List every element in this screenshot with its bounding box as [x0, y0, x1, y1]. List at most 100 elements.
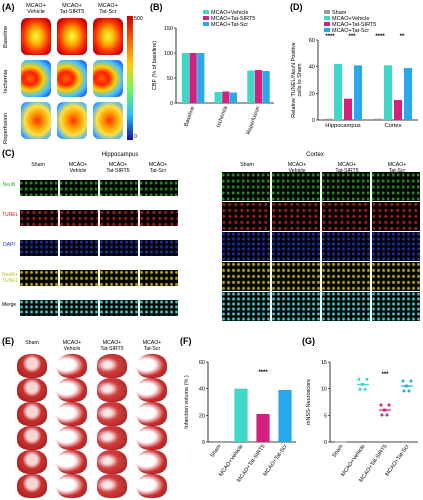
data-point [380, 413, 384, 417]
brain-slice [137, 474, 167, 498]
y-tick-label: 40 [199, 387, 205, 393]
brain-slice [17, 426, 47, 450]
brain-slice [97, 450, 127, 474]
bar [214, 92, 222, 103]
cortex-image [272, 292, 320, 321]
brain-slice [17, 354, 47, 378]
cortex-image [222, 172, 270, 201]
y-tick-label: 15 [321, 360, 327, 366]
hippocampus-image [60, 180, 98, 196]
hippocampus-image [100, 270, 138, 286]
cortex-image [372, 232, 420, 261]
y-axis-label: cells to Sham [297, 63, 303, 96]
legend-swatch [203, 10, 209, 14]
data-point [402, 389, 406, 393]
legend-entry: MCAO+Vehicle [332, 16, 369, 22]
y-tick-label: 10 [321, 387, 327, 393]
brain-slice [137, 450, 167, 474]
row-label-ischemia: Ischemia [3, 69, 9, 93]
bar [354, 65, 362, 120]
legend-entry: MCAO+Tat-SIRT5 [332, 22, 376, 28]
perfusion-image [21, 18, 51, 55]
col-label-e-1: MCAO+ Vehicle [62, 340, 82, 352]
legend-swatch [203, 22, 209, 26]
hippocampus-image [140, 270, 178, 286]
hippocampus-image [100, 240, 138, 256]
row-label-baseline: Baseline [3, 25, 9, 48]
x-tick-label: MCAO+Tat-Scr [384, 444, 410, 478]
y-axis-label: CBF (% of baseline) [152, 41, 158, 90]
hippocampus-image [100, 300, 138, 316]
col-label-a-0: MCAO+ Vehicle [26, 3, 46, 15]
x-tick-label: Sham [331, 443, 344, 459]
data-point [361, 382, 365, 386]
cortex-image [222, 202, 270, 231]
brain-slice [97, 474, 127, 498]
panel-c-label: (C) [2, 148, 15, 158]
col-label-e-0: Sham [25, 340, 39, 346]
brain-slice [57, 426, 87, 450]
cortex-image [272, 172, 320, 201]
panel-e-label: (E) [2, 336, 14, 346]
cortex-image [372, 172, 420, 201]
bar [222, 91, 230, 103]
cortex-image [272, 232, 320, 261]
hippocampus-image [100, 180, 138, 196]
colorbar [127, 16, 133, 140]
y-tick-label: 100 [164, 51, 173, 57]
y-tick-label: 0 [170, 101, 173, 107]
legend-swatch [203, 16, 209, 20]
bar [374, 118, 382, 120]
bar [344, 98, 352, 120]
hippocampus-image [20, 300, 58, 316]
panel-b-label: (B) [150, 2, 163, 12]
y-tick-label: 150 [164, 26, 173, 32]
legend-entry: MCAO+Tat-Scr [332, 28, 369, 34]
brain-slice [97, 378, 127, 402]
y-tick-label: 0 [324, 440, 327, 446]
brain-slice [17, 450, 47, 474]
brain-slice [97, 354, 127, 378]
brain-slice [57, 450, 87, 474]
y-tick-label: 0 [202, 440, 205, 446]
chart-d: 0 20 40 60 Relative TUNEL/NeuN Positive cells… [291, 10, 418, 129]
data-point [357, 377, 361, 381]
col-label-c-hippo-2: MCAO+ Tat-SIRT5 [106, 162, 130, 174]
panel-a-label: (A) [2, 2, 15, 12]
hippocampus-image [20, 180, 58, 196]
cortex-image [372, 292, 420, 321]
bar [324, 118, 332, 120]
y-tick-label: 50 [167, 76, 173, 82]
bar [334, 64, 342, 120]
brain-slice [17, 378, 47, 402]
brain-slice [57, 354, 87, 378]
significance-label: **** [325, 34, 335, 40]
row-label-c-1: TUNEL [2, 212, 19, 218]
panel-g-label: (G) [302, 336, 315, 346]
y-axis-label: Infarction volume (% ) [184, 375, 190, 429]
row-label-c-3: NeuN+ TUNEL [2, 272, 19, 284]
x-tick-label: Reperfusion [246, 106, 262, 136]
bar [404, 68, 412, 120]
hippocampus-image [60, 210, 98, 226]
data-point [401, 379, 405, 383]
col-label-c-hippo-3: MCAO+ Tat-Scr [148, 162, 168, 174]
y-axis-label: Relative TUNEL/NeuN Positive [291, 42, 297, 118]
col-label-c-cortex-2: MCAO+ Tat-SIRT5 [335, 162, 359, 174]
x-tick-label: MCAO+Tat-Scr [262, 444, 288, 478]
legend-entry: MCAO+Vehicle [211, 10, 248, 16]
col-label-e-3: MCAO+ Tat-Scr [142, 340, 162, 352]
bar [212, 442, 226, 443]
perfusion-image [93, 102, 123, 139]
hippocampus-image [20, 270, 58, 286]
legend-swatch [324, 28, 330, 32]
brain-slice [137, 378, 167, 402]
col-label-c-hippo-1: MCAO+ Vehicle [68, 162, 88, 174]
col-label-e-2: MCAO+ Tat-SIRT5 [100, 340, 124, 352]
brain-slice [137, 354, 167, 378]
colorbar-min: 0 [134, 134, 137, 140]
col-label-a-1: MCAO+ Tat-SIRT5 [59, 3, 85, 15]
bar [181, 53, 190, 103]
bar [278, 390, 292, 442]
